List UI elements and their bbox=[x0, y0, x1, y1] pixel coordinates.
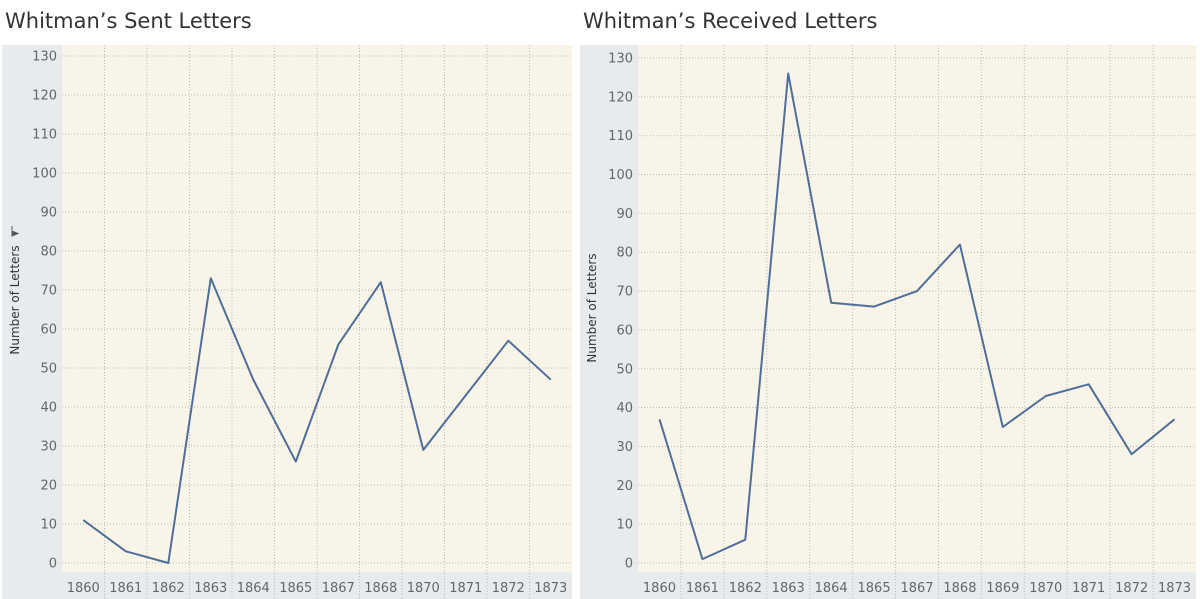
series-line bbox=[658, 72, 1176, 561]
y-tick-label: 90 bbox=[40, 206, 57, 221]
y-tick-label: 80 bbox=[40, 245, 57, 260]
x-tick-label: 1864 bbox=[237, 581, 270, 596]
y-tick-label: 110 bbox=[32, 128, 57, 143]
x-tick-label: 1867 bbox=[900, 581, 933, 596]
y-tick-label: 90 bbox=[616, 207, 633, 222]
x-tick-label: 1869 bbox=[986, 581, 1019, 596]
y-tick-label: 20 bbox=[40, 479, 57, 494]
received-letters-chart: Whitman’s Received Letters 0 10 20 30 40 50 60… bbox=[578, 0, 1200, 599]
y-tick-label: 120 bbox=[608, 90, 633, 105]
y-axis-title: Number of Letters bbox=[585, 253, 599, 362]
y-tick-label: 60 bbox=[40, 323, 57, 338]
x-tick-label: 1870 bbox=[1029, 581, 1062, 596]
y-tick-label: 130 bbox=[32, 50, 57, 65]
y-tick-label: 40 bbox=[40, 401, 57, 416]
x-tick-label: 1861 bbox=[686, 581, 719, 596]
y-tick-label: 10 bbox=[40, 518, 57, 533]
y-tick-label: 0 bbox=[625, 557, 633, 572]
x-tick-label: 1872 bbox=[492, 581, 525, 596]
y-tick-label: 70 bbox=[616, 285, 633, 300]
y-tick-label: 50 bbox=[40, 362, 57, 377]
sent-letters-plot: 0 10 20 30 40 50 60 70 80 90 100 110 120 130 1860 1861 1… bbox=[2, 45, 572, 599]
y-tick-label: 120 bbox=[32, 89, 57, 104]
chart-title: Whitman’s Received Letters bbox=[583, 9, 878, 33]
y-axis-title: Number of Letters bbox=[8, 245, 22, 354]
x-tick-label: 1870 bbox=[407, 581, 440, 596]
x-tick-label: 1862 bbox=[152, 581, 185, 596]
y-tick-label: 10 bbox=[616, 518, 633, 533]
y-tick-label: 50 bbox=[616, 362, 633, 377]
series-line bbox=[82, 277, 552, 564]
x-tick-label: 1864 bbox=[815, 581, 848, 596]
y-axis-band bbox=[580, 45, 638, 599]
sent-letters-chart: Whitman’s Sent Letters 0 10 20 30 40 50 60 70 80… bbox=[0, 0, 575, 599]
x-axis-band bbox=[638, 572, 1196, 599]
y-tick-label: 60 bbox=[616, 323, 633, 338]
y-tick-label: 40 bbox=[616, 401, 633, 416]
x-tick-label: 1871 bbox=[1072, 581, 1105, 596]
sort-descending-icon[interactable] bbox=[11, 226, 20, 237]
y-tick-label: 30 bbox=[40, 440, 57, 455]
y-tick-label: 70 bbox=[40, 284, 57, 299]
x-tick-label: 1871 bbox=[449, 581, 482, 596]
y-tick-label: 100 bbox=[32, 167, 57, 182]
y-tick-label: 100 bbox=[608, 168, 633, 183]
plot-area bbox=[638, 45, 1196, 572]
y-axis-band bbox=[2, 45, 62, 599]
x-tick-label: 1861 bbox=[109, 581, 142, 596]
chart-title: Whitman’s Sent Letters bbox=[5, 9, 252, 33]
y-tick-label: 130 bbox=[608, 52, 633, 67]
x-tick-label: 1860 bbox=[67, 581, 100, 596]
y-tick-label: 80 bbox=[616, 246, 633, 261]
x-tick-label: 1868 bbox=[943, 581, 976, 596]
x-tick-label: 1865 bbox=[858, 581, 891, 596]
y-tick-label: 110 bbox=[608, 129, 633, 144]
x-tick-label: 1873 bbox=[534, 581, 567, 596]
x-tick-label: 1863 bbox=[194, 581, 227, 596]
x-tick-label: 1863 bbox=[772, 581, 805, 596]
x-tick-label: 1860 bbox=[643, 581, 676, 596]
x-tick-label: 1867 bbox=[322, 581, 355, 596]
x-tick-label: 1865 bbox=[279, 581, 312, 596]
y-tick-label: 0 bbox=[49, 557, 57, 572]
received-letters-plot: 0 10 20 30 40 50 60 70 80 90 100 110 120 130 1860 1861 1… bbox=[580, 45, 1196, 599]
x-tick-label: 1868 bbox=[364, 581, 397, 596]
y-tick-label: 20 bbox=[616, 479, 633, 494]
x-tick-label: 1862 bbox=[729, 581, 762, 596]
y-tick-label: 30 bbox=[616, 440, 633, 455]
x-tick-label: 1872 bbox=[1115, 581, 1148, 596]
x-tick-label: 1873 bbox=[1158, 581, 1191, 596]
